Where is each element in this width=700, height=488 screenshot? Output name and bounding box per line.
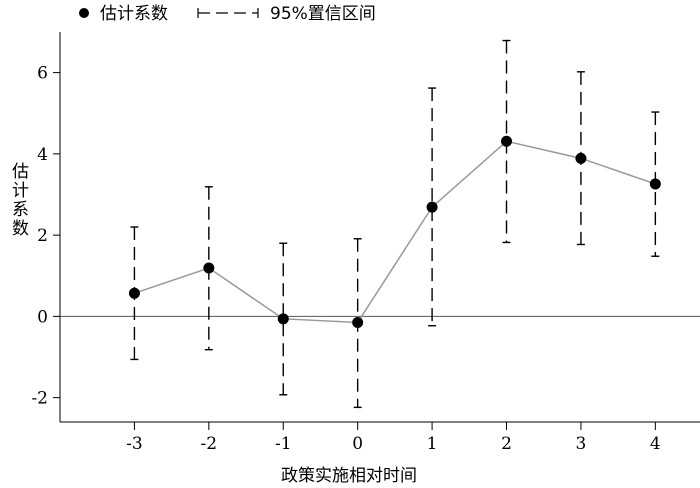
- estimate-point: [203, 262, 215, 274]
- axes: [59, 32, 700, 423]
- legend-ci-marker: [197, 8, 259, 18]
- estimate-points: [128, 135, 661, 328]
- y-tick-label: 0: [37, 307, 48, 327]
- y-axis-title: 估计系数: [12, 162, 29, 239]
- estimate-point: [501, 135, 513, 147]
- legend-point-marker: [79, 8, 89, 18]
- x-axis-ticks: -3 -2 -1 0 1 2 3 4: [126, 422, 661, 454]
- estimate-point: [426, 201, 438, 213]
- y-tick-label: 2: [37, 226, 48, 246]
- x-tick-label: -2: [201, 434, 218, 454]
- y-tick-label: 4: [37, 145, 48, 165]
- x-tick-label: 4: [650, 434, 661, 454]
- ci-bar: [279, 242, 288, 396]
- estimate-point: [277, 313, 289, 325]
- x-tick-label: -3: [126, 434, 143, 454]
- estimate-connecting-line: [134, 140, 656, 324]
- legend-label-ci: 95%置信区间: [270, 4, 376, 24]
- estimate-point: [352, 316, 364, 328]
- ci-bar: [428, 87, 437, 327]
- y-tick-label: 6: [37, 64, 48, 84]
- confidence-intervals: [130, 39, 660, 409]
- estimate-point: [575, 152, 587, 164]
- estimate-point: [649, 178, 661, 190]
- x-axis-title: 政策实施相对时间: [281, 466, 417, 486]
- x-tick-label: -1: [275, 434, 292, 454]
- legend-label-estimate: 估计系数: [100, 4, 168, 24]
- estimate-point: [128, 287, 140, 299]
- legend: 估计系数 95%置信区间: [79, 4, 376, 24]
- x-tick-label: 0: [352, 434, 363, 454]
- y-axis-ticks: -2 0 2 4 6: [31, 64, 60, 409]
- y-tick-label: -2: [31, 389, 48, 409]
- x-tick-label: 2: [501, 434, 512, 454]
- x-tick-label: 1: [427, 434, 438, 454]
- x-tick-label: 3: [576, 434, 587, 454]
